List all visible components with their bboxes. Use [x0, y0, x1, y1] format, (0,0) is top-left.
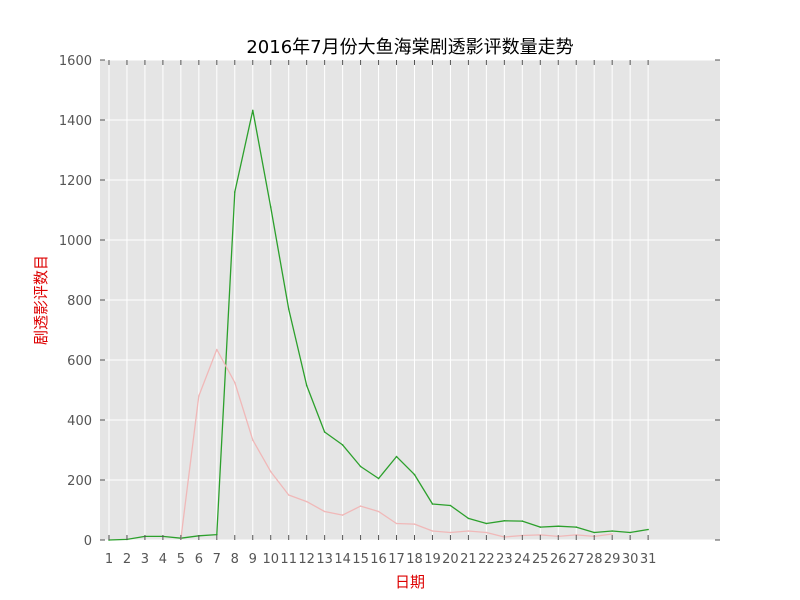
x-tick-label: 9 — [249, 552, 257, 567]
y-tick-label: 400 — [67, 414, 92, 429]
x-tick-label: 15 — [352, 552, 369, 567]
data-point — [341, 444, 344, 446]
data-point — [593, 531, 596, 534]
y-axis-label: 剧透影评数目 — [32, 255, 50, 345]
x-tick-label: 10 — [262, 552, 279, 567]
x-tick-label: 5 — [177, 552, 185, 567]
data-point — [287, 308, 290, 310]
data-point — [233, 381, 236, 384]
data-point — [395, 455, 398, 458]
y-tick-label: 0 — [84, 534, 92, 549]
x-tick-label: 20 — [442, 552, 459, 567]
data-point — [431, 503, 434, 505]
x-tick-label: 6 — [195, 552, 203, 567]
x-tick-label: 13 — [316, 552, 333, 567]
data-point — [233, 191, 236, 193]
data-point — [503, 520, 506, 522]
data-point — [647, 528, 649, 531]
x-tick-label: 8 — [231, 552, 239, 567]
y-tick-label: 1200 — [59, 174, 92, 189]
data-point — [413, 523, 416, 525]
x-tick-label: 21 — [460, 552, 477, 567]
data-point — [449, 531, 452, 534]
data-point — [629, 531, 631, 534]
data-point — [216, 348, 218, 351]
data-point — [413, 473, 416, 476]
data-point — [377, 510, 380, 513]
x-tick-label: 19 — [424, 552, 441, 567]
data-point — [251, 109, 254, 112]
data-point — [539, 526, 542, 528]
data-point — [305, 500, 308, 503]
data-point — [269, 206, 272, 208]
data-point — [377, 477, 380, 480]
y-tick-label: 200 — [67, 474, 92, 489]
x-tick-label: 26 — [550, 552, 567, 567]
data-point — [287, 494, 290, 496]
data-point — [611, 533, 613, 535]
data-point — [467, 530, 470, 532]
data-point — [359, 465, 362, 468]
data-point — [395, 522, 398, 525]
data-point — [269, 470, 272, 473]
data-point — [485, 522, 488, 525]
x-tick-label: 1 — [105, 552, 113, 567]
data-point — [251, 439, 254, 441]
x-tick-label: 2 — [123, 552, 131, 567]
x-tick-label: 31 — [640, 552, 657, 567]
x-tick-label: 30 — [622, 552, 639, 567]
y-tick-label: 800 — [67, 294, 92, 309]
data-point — [485, 531, 488, 534]
data-point — [341, 514, 344, 516]
data-point — [359, 505, 362, 507]
x-tick-label: 24 — [514, 552, 531, 567]
x-tick-label: 11 — [280, 552, 297, 567]
x-tick-label: 16 — [370, 552, 387, 567]
y-tick-label: 600 — [67, 354, 92, 369]
grid-lines — [100, 59, 720, 541]
chart-title: 2016年7月份大鱼海棠剧透影评数量走势 — [246, 37, 573, 58]
data-point — [305, 384, 308, 387]
x-tick-label: 28 — [586, 552, 603, 567]
data-point — [323, 510, 326, 513]
data-point — [557, 525, 560, 527]
x-tick-label: 25 — [532, 552, 549, 567]
x-tick-label: 22 — [478, 552, 495, 567]
y-tick-label: 1000 — [59, 234, 92, 249]
x-axis-label: 日期 — [395, 573, 425, 591]
data-point — [198, 395, 200, 397]
data-point — [449, 504, 452, 507]
data-point — [575, 526, 578, 528]
data-point — [431, 530, 434, 532]
x-tick-label: 14 — [334, 552, 351, 567]
x-tick-label: 4 — [159, 552, 167, 567]
x-tick-label: 7 — [213, 552, 221, 567]
data-point — [467, 517, 470, 520]
x-tick-label: 27 — [568, 552, 585, 567]
x-tick-label: 3 — [141, 552, 149, 567]
x-tick-label: 23 — [496, 552, 513, 567]
x-tick-label: 18 — [406, 552, 423, 567]
x-tick-label: 17 — [388, 552, 405, 567]
x-tick-label: 29 — [604, 552, 621, 567]
data-point — [323, 431, 326, 433]
x-tick-label: 12 — [298, 552, 315, 567]
data-point — [611, 530, 613, 532]
y-tick-label: 1600 — [59, 54, 92, 69]
y-tick-label: 1400 — [59, 114, 92, 129]
data-point — [521, 520, 524, 522]
